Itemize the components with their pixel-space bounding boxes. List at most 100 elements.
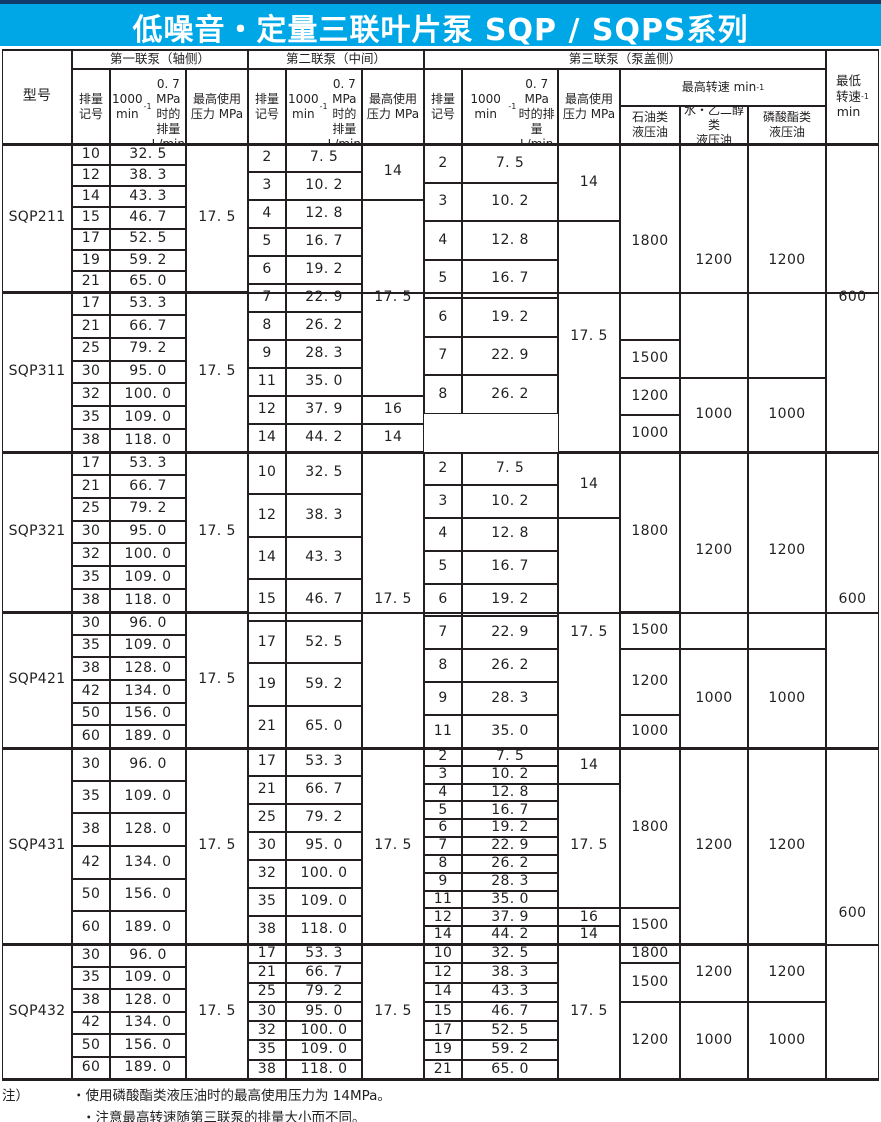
pump3-mid-code: 8 (424, 649, 462, 683)
pump2-SQP431-code: 30 (248, 832, 286, 860)
pump2-SQP431-flow: 79. 2 (286, 804, 362, 832)
pump3-SQP431-flow: 35. 0 (462, 890, 558, 909)
pump2-mid-pressure: 17. 5 (362, 452, 424, 748)
pump3-mid-code: 5 (424, 550, 462, 584)
min-speed-value-1: 600 (826, 452, 879, 748)
pump1-SQP421-code: 30 (72, 612, 110, 635)
table-rule (878, 49, 879, 1079)
pump2-SQP431-flow: 100. 0 (286, 860, 362, 888)
pump2-SQP432-code: 38 (248, 1059, 286, 1079)
pump2-mid-code: 10 (248, 452, 286, 495)
model-name-SQP211: SQP211 (2, 144, 72, 292)
pump3-upper-speed-oil-1: 1800 (620, 144, 680, 340)
pump2-mid-code: 12 (248, 494, 286, 537)
pump2-upper-flow: 35. 0 (286, 368, 362, 396)
header-flow-pump1: 1000 min -1 0. 7 MPa 时的排量 L/min (110, 69, 186, 144)
pump1-pressure-SQP211: 17. 5 (186, 144, 248, 292)
pump2-mid-flow: 46. 7 (286, 578, 362, 622)
pump1-SQP321-flow: 66. 7 (110, 474, 186, 498)
pump1-SQP432-code: 30 (72, 944, 110, 967)
pump2-upper-flow: 16. 7 (286, 228, 362, 256)
pump1-SQP421-code: 60 (72, 725, 110, 748)
pump3-SQP431-code: 8 (424, 854, 462, 873)
pump1-SQP431-flow: 134. 0 (110, 846, 186, 879)
header-disp-code-pump1: 排量 记号 (72, 69, 110, 144)
pump1-SQP321-flow: 53. 3 (110, 452, 186, 475)
pump1-SQP311-flow: 100. 0 (110, 383, 186, 407)
pump2-SQP432-flow: 95. 0 (286, 1001, 362, 1022)
pump2-SQP432-code: 25 (248, 982, 286, 1002)
pump1-SQP431-code: 35 (72, 780, 110, 814)
pump3-SQP432-code: 21 (424, 1059, 462, 1079)
pump2-SQP431-code: 21 (248, 776, 286, 804)
pump1-SQP421-code: 35 (72, 634, 110, 658)
header-group-pump1: 第一联泵（轴侧） (72, 49, 248, 69)
pump2-upper-pressure-2: 17. 5 (362, 200, 424, 396)
pump3-upper-code: 6 (424, 298, 462, 337)
pump1-SQP211-code: 10 (72, 144, 110, 166)
pump2-upper-pressure-1: 14 (362, 144, 424, 200)
pump3-SQP431-pressure-2: 17. 5 (558, 783, 620, 909)
table-rule (2, 944, 879, 946)
pump3-mid-code: 7 (424, 616, 462, 650)
pump1-SQP311-code: 38 (72, 429, 110, 452)
pump3-SQP431-code: 7 (424, 837, 462, 855)
pump1-SQP211-code: 19 (72, 249, 110, 271)
pump1-pressure-SQP321: 17. 5 (186, 452, 248, 612)
pump1-SQP211-code: 12 (72, 165, 110, 187)
pump3-mid-code: 3 (424, 484, 462, 518)
pump3-SQP431-speed-oil-1: 1800 (620, 748, 680, 909)
table-rule (2, 612, 879, 614)
pump3-mid-speed-wg-2: 1000 (680, 649, 748, 748)
header-model-label: 型号 (2, 49, 72, 144)
header-max-pressure-pump3: 最高使用 压力 MPa (558, 69, 620, 144)
pump3-mid-flow: 28. 3 (462, 682, 558, 716)
pump1-SQP321-flow: 118. 0 (110, 589, 186, 612)
pump3-upper-code: 3 (424, 182, 462, 221)
pump2-SQP432-code: 32 (248, 1021, 286, 1041)
pump1-SQP211-code: 15 (72, 207, 110, 229)
pump1-SQP211-flow: 59. 2 (110, 249, 186, 271)
pump1-SQP321-flow: 100. 0 (110, 543, 186, 567)
pump1-SQP432-code: 42 (72, 1011, 110, 1034)
pump2-upper-flow: 22. 9 (286, 284, 362, 312)
pump3-SQP431-code: 4 (424, 783, 462, 802)
header-fluid-water-glycol: 水・乙二醇类 液压油 (680, 106, 748, 144)
pump2-SQP432-code: 35 (248, 1040, 286, 1060)
pump2-upper-flow: 26. 2 (286, 312, 362, 340)
pump3-mid-code: 6 (424, 583, 462, 617)
pump2-SQP431-flow: 95. 0 (286, 832, 362, 860)
pump3-upper-speed-wg-1: 1200 (680, 144, 748, 378)
pump1-SQP421-flow: 128. 0 (110, 657, 186, 680)
pump2-mid-code: 21 (248, 705, 286, 748)
pump1-SQP211-flow: 46. 7 (110, 207, 186, 229)
header-disp-code-pump2: 排量 记号 (248, 69, 286, 144)
pump1-SQP431-code: 38 (72, 813, 110, 846)
table-rule (2, 49, 879, 51)
pump3-SQP432-speed-oil-1: 1800 (620, 944, 680, 964)
pump3-SQP432-pressure: 17. 5 (558, 944, 620, 1079)
pump2-upper-code: 8 (248, 312, 286, 340)
pump2-mid-flow: 65. 0 (286, 705, 362, 748)
pump3-SQP431-flow: 44. 2 (462, 926, 558, 944)
pump1-SQP311-code: 30 (72, 360, 110, 384)
pump3-SQP432-flow: 59. 2 (462, 1040, 558, 1060)
pump1-SQP211-flow: 32. 5 (110, 144, 186, 166)
pump3-upper-code: 8 (424, 375, 462, 414)
table-rule (2, 144, 879, 146)
pump1-SQP421-code: 50 (72, 702, 110, 726)
pump1-SQP431-code: 60 (72, 911, 110, 944)
pump3-SQP431-code: 9 (424, 872, 462, 891)
header-flow-pump2: 1000 min -1 0. 7 MPa 时的排量 L/min (286, 69, 362, 144)
pump1-SQP311-code: 25 (72, 337, 110, 361)
pump1-SQP321-code: 30 (72, 520, 110, 544)
model-name-SQP321: SQP321 (2, 452, 72, 612)
pump2-upper-code: 11 (248, 368, 286, 396)
pump3-upper-code: 2 (424, 144, 462, 183)
model-name-SQP421: SQP421 (2, 612, 72, 748)
pump1-SQP431-flow: 96. 0 (110, 748, 186, 781)
pump1-SQP311-code: 35 (72, 406, 110, 430)
pump3-SQP431-code: 2 (424, 748, 462, 766)
pump2-upper-code: 2 (248, 144, 286, 172)
